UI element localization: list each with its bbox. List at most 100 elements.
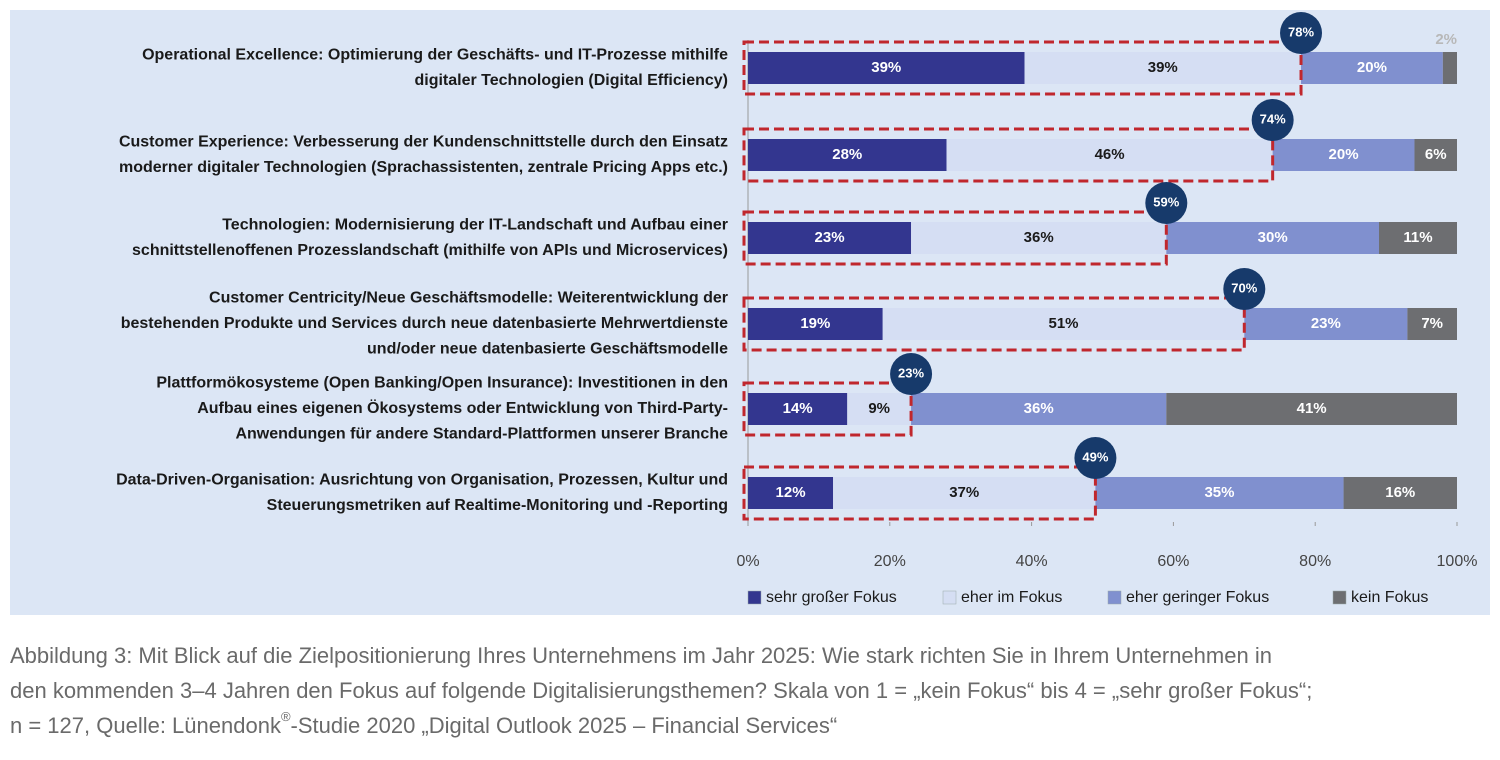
bar-segment xyxy=(748,308,883,340)
caption-line: den kommenden 3–4 Jahren den Fokus auf f… xyxy=(10,678,1312,703)
bar-segment xyxy=(1095,477,1344,509)
category-label: Customer Experience: Verbesserung der Ku… xyxy=(119,133,728,150)
value-label: 46% xyxy=(1095,146,1125,163)
value-label: 35% xyxy=(1204,484,1234,501)
total-label: 70% xyxy=(1231,280,1257,295)
legend-swatch xyxy=(1107,590,1122,605)
total-badge xyxy=(1145,182,1188,224)
bar-segment xyxy=(748,222,912,254)
total-label: 59% xyxy=(1153,194,1179,209)
bar-segment xyxy=(1407,308,1457,340)
value-label: 6% xyxy=(1425,146,1447,163)
bar-segment xyxy=(1244,308,1408,340)
bar-segment xyxy=(911,222,1167,254)
value-label: 2% xyxy=(1435,31,1457,48)
total-box xyxy=(742,381,913,437)
category-label: schnittstellenoffenen Prozesslandschaft … xyxy=(132,242,728,259)
bar-segment xyxy=(1272,139,1415,171)
caption-part: -Studie 2020 „Digital Outlook 2025 – Fin… xyxy=(291,713,838,738)
category-label: Plattformökosysteme (Open Banking/Open I… xyxy=(156,375,728,392)
bar-segment xyxy=(1301,52,1443,84)
bar-segment xyxy=(833,477,1096,509)
value-label: 36% xyxy=(1024,229,1054,246)
total-box xyxy=(742,210,1168,266)
x-tick-label: 80% xyxy=(1299,553,1331,570)
bar-segment xyxy=(1343,477,1457,509)
value-label: 20% xyxy=(1357,59,1387,76)
bar-segment xyxy=(748,477,834,509)
bar-segment xyxy=(882,308,1245,340)
value-label: 39% xyxy=(871,59,901,76)
caption-line: Abbildung 3: Mit Blick auf die Zielposit… xyxy=(10,643,1272,668)
total-label: 49% xyxy=(1082,449,1108,464)
bar-segment xyxy=(1442,52,1457,84)
category-label: Steuerungsmetriken auf Realtime-Monitori… xyxy=(267,497,728,514)
value-label: 37% xyxy=(949,484,979,501)
total-box xyxy=(742,40,1303,96)
value-label: 23% xyxy=(815,229,845,246)
caption-superscript: ® xyxy=(281,709,291,724)
value-label: 28% xyxy=(832,146,862,163)
value-label: 7% xyxy=(1421,315,1443,332)
value-label: 41% xyxy=(1297,400,1327,417)
x-tick-label: 40% xyxy=(1016,553,1048,570)
legend-label: eher geringer Fokus xyxy=(1126,589,1269,606)
category-label: Technologien: Modernisierung der IT-Land… xyxy=(222,216,728,233)
legend-swatch xyxy=(1332,590,1347,605)
total-label: 23% xyxy=(898,365,924,380)
total-badge xyxy=(1074,437,1117,479)
bar-segment xyxy=(1166,393,1457,425)
value-label: 39% xyxy=(1148,59,1178,76)
category-label: digitaler Technologien (Digital Efficien… xyxy=(414,72,728,89)
total-badge xyxy=(1280,12,1323,54)
bar-segment xyxy=(1379,222,1457,254)
category-label: Data-Driven-Organisation: Ausrichtung vo… xyxy=(116,471,728,488)
total-box xyxy=(742,127,1275,183)
value-label: 23% xyxy=(1311,315,1341,332)
legend-label: kein Fokus xyxy=(1351,589,1428,606)
bar-segment xyxy=(911,393,1167,425)
value-label: 9% xyxy=(868,400,890,417)
category-label: moderner digitaler Technologien (Spracha… xyxy=(119,159,728,176)
x-tick-label: 60% xyxy=(1157,553,1189,570)
total-box xyxy=(742,296,1246,352)
legend-swatch xyxy=(942,590,957,605)
bar-segment xyxy=(847,393,912,425)
bar-segment xyxy=(748,393,848,425)
category-label: Customer Centricity/Neue Geschäftsmodell… xyxy=(209,290,728,307)
value-label: 30% xyxy=(1258,229,1288,246)
value-label: 51% xyxy=(1048,315,1078,332)
bar-segment xyxy=(1414,139,1457,171)
category-label: und/oder neue datenbasierte Geschäftsmod… xyxy=(367,341,728,358)
legend-swatch xyxy=(747,590,762,605)
category-label: Aufbau eines eigenen Ökosystems oder Ent… xyxy=(197,398,728,417)
category-label: bestehenden Produkte und Services durch … xyxy=(121,315,728,332)
bar-segment xyxy=(1024,52,1302,84)
bar-segment xyxy=(1166,222,1380,254)
value-label: 36% xyxy=(1024,400,1054,417)
caption-part: n = 127, Quelle: Lünendonk xyxy=(10,713,282,738)
x-tick-label: 100% xyxy=(1437,553,1478,570)
bar-segment xyxy=(748,52,1025,84)
value-label: 20% xyxy=(1329,146,1359,163)
bar-segment xyxy=(748,139,947,171)
legend-label: eher im Fokus xyxy=(961,589,1062,606)
legend-label: sehr großer Fokus xyxy=(766,589,897,606)
total-badge xyxy=(1251,99,1294,141)
value-label: 14% xyxy=(783,400,813,417)
total-badge xyxy=(1223,268,1266,310)
value-label: 19% xyxy=(800,315,830,332)
total-label: 74% xyxy=(1260,111,1286,126)
category-label: Anwendungen für andere Standard-Plattfor… xyxy=(235,426,728,443)
total-label: 78% xyxy=(1288,24,1314,39)
value-label: 16% xyxy=(1385,484,1415,501)
total-box xyxy=(742,465,1097,521)
x-tick-label: 0% xyxy=(736,553,759,570)
value-label: 11% xyxy=(1403,229,1432,246)
total-badge xyxy=(890,353,933,395)
x-tick-label: 20% xyxy=(874,553,906,570)
caption-line: n = 127, Quelle: Lünendonk®-Studie 2020 … xyxy=(10,709,837,737)
value-label: 12% xyxy=(776,484,806,501)
